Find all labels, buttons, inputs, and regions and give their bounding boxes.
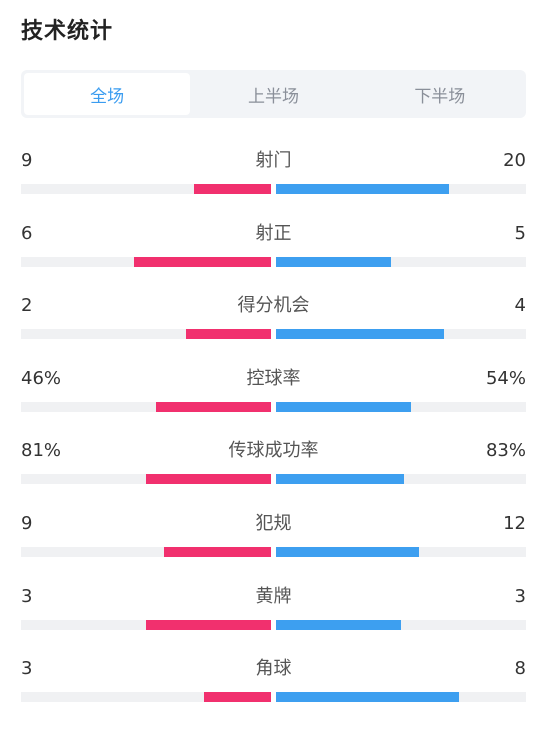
period-tabs: 全场 上半场 下半场 [21,70,526,118]
stat-label: 传球成功率 [228,440,319,462]
stat-label: 角球 [255,658,292,680]
away-bar-fill [276,619,401,630]
home-bar-fill [156,401,271,412]
stat-label: 射正 [255,222,292,244]
home-bar-fill [163,546,271,557]
stat-label: 黄牌 [255,585,292,607]
away-bar-fill [276,329,444,340]
home-bar-track [21,546,271,557]
home-value: 46% [21,367,62,389]
stat-row-shots-on-target: 6 射正 5 [21,213,526,286]
home-bar-track [21,619,271,630]
stat-label: 犯规 [255,512,292,534]
home-bar-track [21,329,271,340]
away-bar-track [276,619,526,630]
away-bar-fill [276,401,411,412]
tab-full-match[interactable]: 全场 [24,73,191,115]
away-bar-track [276,329,526,340]
tab-first-half[interactable]: 上半场 [247,86,299,107]
away-bar-track [276,401,526,412]
stat-row-chances: 2 得分机会 4 [21,285,526,358]
home-bar-track [21,474,271,485]
tab-second-half[interactable]: 下半场 [414,86,466,107]
away-value: 3 [514,585,526,607]
home-value: 3 [21,585,33,607]
home-value: 6 [21,222,33,244]
away-bar-fill [276,256,391,267]
away-bar-track [276,474,526,485]
away-bar-track [276,256,526,267]
away-bar-track [276,546,526,557]
away-bar-fill [276,546,419,557]
home-bar-fill [186,329,271,340]
home-value: 3 [21,658,33,680]
away-bar-fill [276,474,404,485]
stat-row-possession: 46% 控球率 54% [21,358,526,431]
home-bar-fill [203,692,271,703]
away-value: 20 [503,150,526,171]
away-value: 4 [514,295,526,317]
home-bar-track [21,692,271,703]
home-bar-track [21,256,271,267]
stat-label: 射门 [255,150,292,171]
stat-row-shots: 9 射门 20 [21,140,526,213]
stat-row-yellow-cards: 3 黄牌 3 [21,576,526,649]
page-title: 技术统计 [21,19,114,44]
away-value: 54% [485,367,526,389]
home-bar-track [21,401,271,412]
away-bar-fill [276,184,449,194]
stats-list: 9 射门 20 6 射正 5 2 得分机会 4 46% 控球率 54% 81% … [21,140,526,721]
away-value: 8 [514,658,526,680]
away-bar-fill [276,692,459,703]
home-bar-fill [146,474,271,485]
home-bar-fill [133,256,271,267]
home-value: 81% [21,440,62,462]
home-value: 9 [21,150,33,171]
away-value: 5 [514,222,526,244]
stat-label: 得分机会 [237,295,310,317]
away-value: 12 [503,512,526,534]
away-bar-track [276,184,526,194]
stat-row-fouls: 9 犯规 12 [21,503,526,576]
away-bar-track [276,692,526,703]
stat-row-corners: 3 角球 8 [21,648,526,721]
away-value: 83% [485,440,526,462]
home-value: 9 [21,512,33,534]
stat-label: 控球率 [246,367,301,389]
home-bar-fill [146,619,271,630]
stat-row-pass-accuracy: 81% 传球成功率 83% [21,430,526,503]
home-bar-track [21,184,271,194]
home-value: 2 [21,295,33,317]
home-bar-fill [193,184,271,194]
